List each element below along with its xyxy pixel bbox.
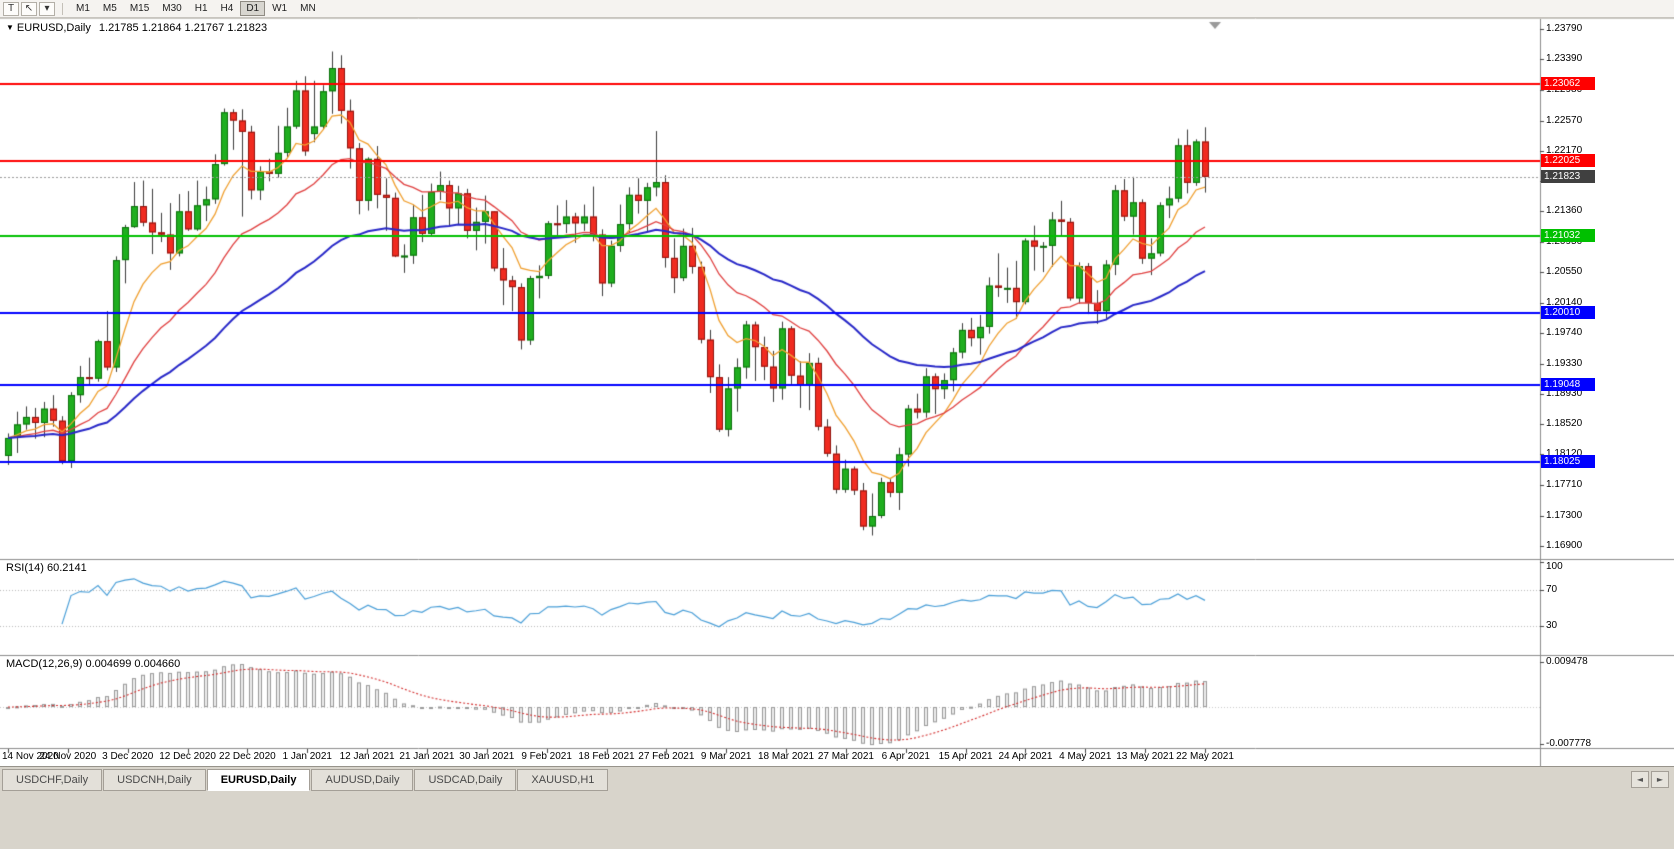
- timeframe-button-m5[interactable]: M5: [97, 1, 123, 16]
- tabs-scroll-buttons: ◄ ►: [1631, 771, 1669, 788]
- tab-usdchf-daily[interactable]: USDCHF,Daily: [2, 769, 103, 791]
- timeframe-button-w1[interactable]: W1: [266, 1, 293, 16]
- tab-xauusd-h1[interactable]: XAUUSD,H1: [517, 769, 609, 791]
- timeframe-group: M1 M5 M15 M30 H1 H4 D1 W1 MN: [70, 1, 322, 16]
- chart-window: ▼ EURUSD,Daily 1.21785 1.21864 1.21767 1.2…: [0, 18, 1674, 766]
- tab-eurusd-daily[interactable]: EURUSD,Daily: [206, 769, 311, 791]
- chart-canvas[interactable]: [0, 18, 1674, 766]
- tab-usdcad-daily[interactable]: USDCAD,Daily: [414, 769, 517, 791]
- toolbar-dropdown-icon[interactable]: ▾: [39, 1, 55, 16]
- price-axis[interactable]: [1540, 18, 1674, 748]
- tabs-row: USDCHF,Daily USDCNH,Daily EURUSD,Daily AUDU…: [0, 767, 1674, 791]
- cursor-tool-icon[interactable]: ↖: [21, 1, 37, 16]
- chart-tabs-bar: USDCHF,Daily USDCNH,Daily EURUSD,Daily AUDU…: [0, 766, 1674, 849]
- timeframe-button-h1[interactable]: H1: [189, 1, 214, 16]
- tabs-scroll-left-icon[interactable]: ◄: [1631, 771, 1649, 788]
- tab-audusd-daily[interactable]: AUDUSD,Daily: [311, 769, 414, 791]
- timeframe-button-m1[interactable]: M1: [70, 1, 96, 16]
- panel-splitter-rsi[interactable]: [0, 557, 1674, 560]
- timeframe-button-mn[interactable]: MN: [294, 1, 322, 16]
- toolbar-separator: [62, 2, 63, 15]
- panel-splitter-macd[interactable]: [0, 653, 1674, 656]
- tab-usdcnh-daily[interactable]: USDCNH,Daily: [103, 769, 206, 791]
- time-axis[interactable]: [0, 748, 1540, 766]
- timeframe-button-m15[interactable]: M15: [124, 1, 155, 16]
- timeframe-button-h4[interactable]: H4: [215, 1, 240, 16]
- text-tool-button[interactable]: T: [3, 1, 19, 16]
- timeframe-button-m30[interactable]: M30: [156, 1, 187, 16]
- toolbar: T ↖ ▾ M1 M5 M15 M30 H1 H4 D1 W1 MN: [0, 0, 1674, 18]
- timeframe-button-d1[interactable]: D1: [240, 1, 266, 16]
- tabs-scroll-right-icon[interactable]: ►: [1651, 771, 1669, 788]
